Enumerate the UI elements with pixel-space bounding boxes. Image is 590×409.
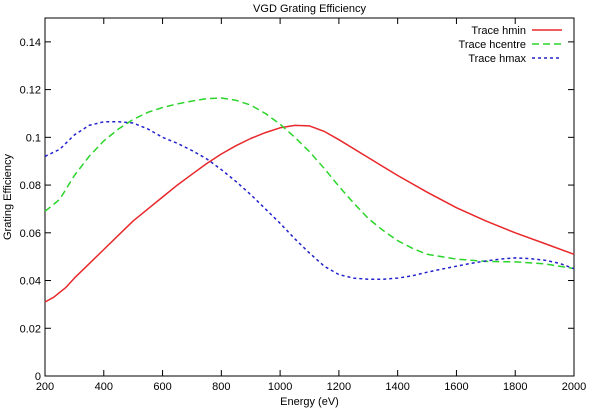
x-tick-label: 1200 <box>327 381 351 393</box>
y-tick-label: 0.1 <box>26 132 41 144</box>
series-line-2 <box>44 97 575 270</box>
x-tick-label: 1400 <box>385 381 409 393</box>
legend-label-1: Trace hmin <box>471 25 526 37</box>
y-axis-title: Grating Efficiency <box>2 154 14 241</box>
series-layer <box>44 97 575 303</box>
x-tick-label: 1000 <box>268 381 292 393</box>
legend-label-2: Trace hcentre <box>459 39 526 51</box>
x-tick-label: 1800 <box>503 381 527 393</box>
x-tick-label: 400 <box>95 381 113 393</box>
plot-frame <box>44 17 575 377</box>
chart-title: VGD Grating Efficiency <box>253 3 366 15</box>
y-axis: 0 0.02 0.04 0.06 0.08 0.1 0.12 0.14 <box>20 37 574 383</box>
y-tick-label: 0.08 <box>20 180 41 192</box>
x-axis: 200 400 600 800 1000 1200 1400 1600 1800 2000 <box>36 18 586 393</box>
y-tick-label: 0.14 <box>20 37 41 49</box>
y-tick-label: 0 <box>35 371 41 383</box>
x-tick-label: 1600 <box>444 381 468 393</box>
series-line-3 <box>44 121 575 281</box>
x-tick-label: 2000 <box>562 381 586 393</box>
legend-label-3: Trace hmax <box>468 53 526 65</box>
x-tick-label: 600 <box>153 381 171 393</box>
y-tick-label: 0.12 <box>20 85 41 97</box>
y-tick-label: 0.04 <box>20 276 41 288</box>
legend: Trace hmin Trace hcentre Trace hmax <box>459 25 562 65</box>
x-tick-label: 200 <box>36 381 54 393</box>
series-line-1 <box>44 124 575 303</box>
y-tick-label: 0.06 <box>20 228 41 240</box>
x-tick-label: 800 <box>212 381 230 393</box>
y-tick-label: 0.02 <box>20 323 41 335</box>
x-axis-title: Energy (eV) <box>280 396 339 408</box>
